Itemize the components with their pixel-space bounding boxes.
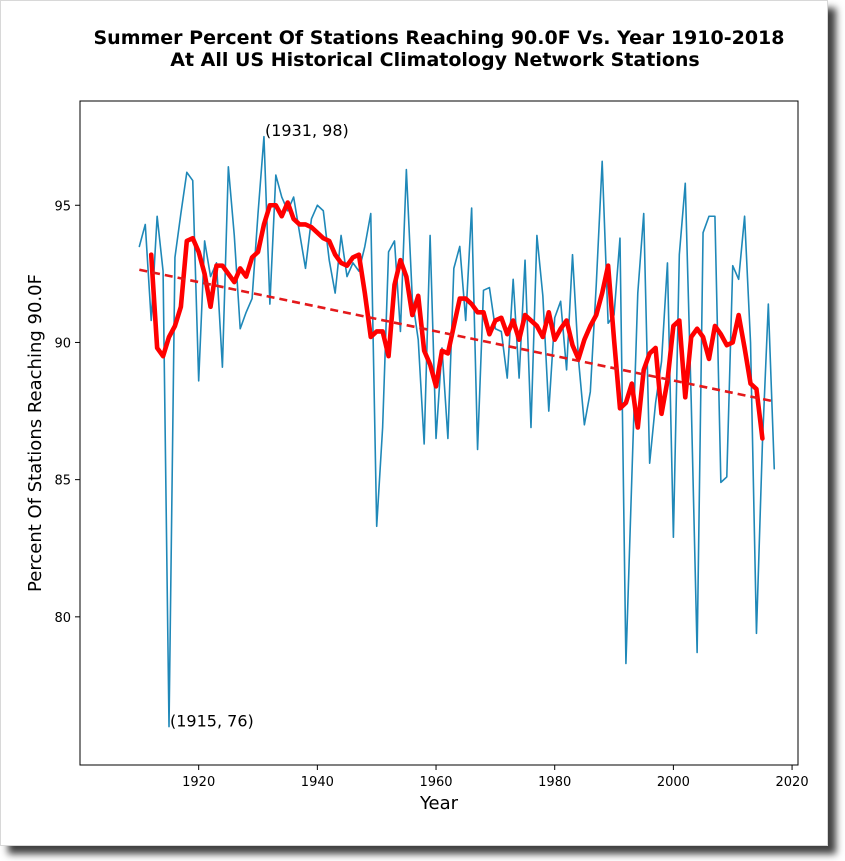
- series-annual-line: [138, 135, 776, 728]
- series-smoothed-line: [148, 200, 765, 441]
- chart-subtitle: At All US Historical Climatology Network…: [170, 49, 700, 71]
- x-tick-label: 1920: [182, 775, 215, 790]
- annotation-label-2: (1915, 76): [170, 712, 254, 731]
- y-axis: 80 85 90 95: [54, 199, 80, 626]
- series-layer: [138, 135, 776, 728]
- annotation-label-1: (1931, 98): [265, 121, 349, 140]
- y-tick-label: 85: [54, 474, 71, 489]
- y-tick-label: 80: [54, 611, 71, 626]
- x-axis: 1920 1940 1960 1980 2000 2020: [182, 765, 809, 790]
- chart-title: Summer Percent Of Stations Reaching 90.0…: [93, 27, 784, 49]
- y-axis-label: Percent Of Stations Reaching 90.0F: [25, 274, 46, 592]
- x-tick-label: 1940: [301, 775, 334, 790]
- y-tick-label: 90: [54, 336, 71, 351]
- chart-frame: Summer Percent Of Stations Reaching 90.0…: [0, 0, 828, 846]
- series-trend-line: [139, 268, 775, 403]
- x-tick-label: 1980: [538, 775, 571, 790]
- annotation-layer: (1931, 98) (1915, 76): [170, 121, 349, 731]
- x-tick-label: 1960: [419, 775, 452, 790]
- plot-area: [79, 100, 799, 766]
- x-tick-label: 2020: [776, 775, 809, 790]
- y-tick-label: 95: [54, 199, 71, 214]
- x-tick-label: 2000: [657, 775, 690, 790]
- chart-figure: Summer Percent Of Stations Reaching 90.0…: [25, 27, 809, 814]
- x-axis-label: Year: [419, 793, 459, 814]
